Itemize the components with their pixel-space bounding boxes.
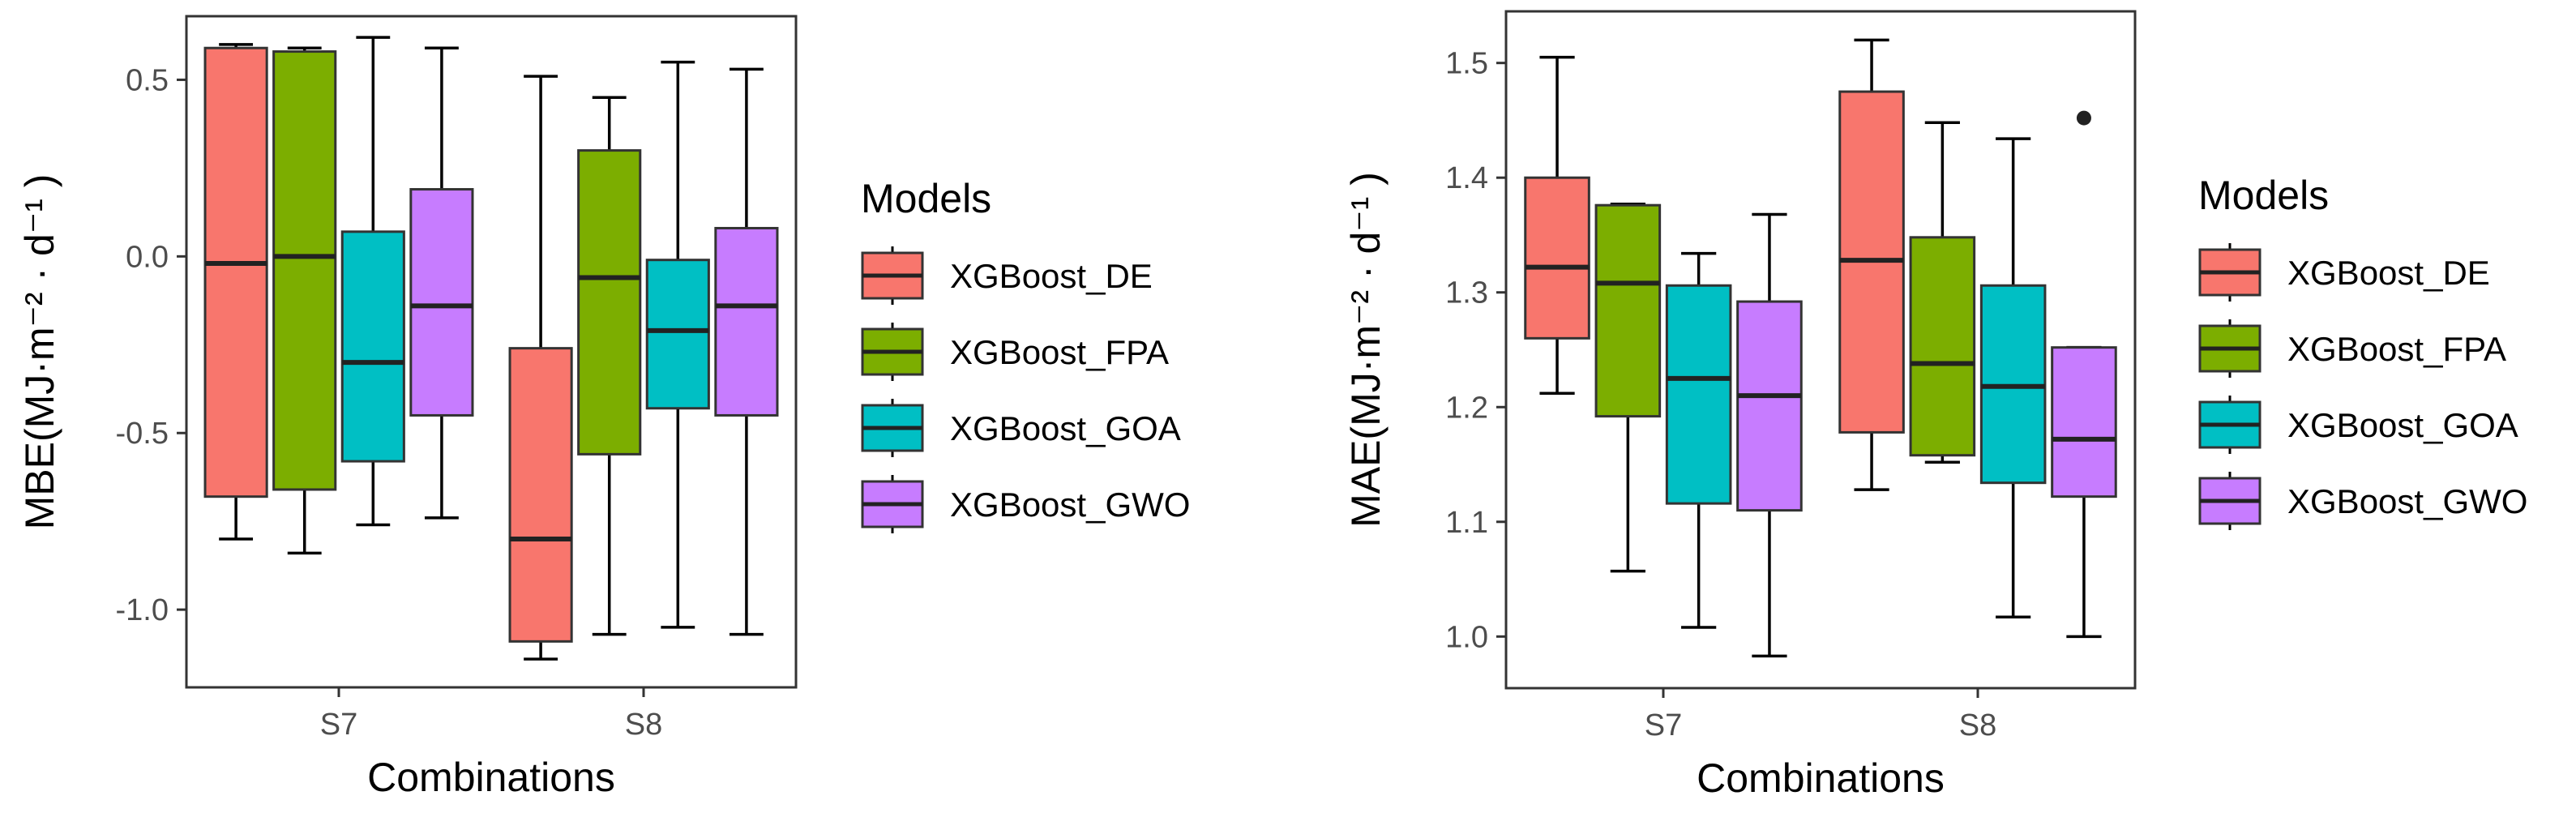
- iqr-box: [1524, 176, 1590, 340]
- y-tick-label: 1.1: [1445, 506, 1488, 540]
- y-tick-label: 1.4: [1445, 161, 1488, 195]
- panel-border: [185, 15, 798, 689]
- iqr-box: [409, 188, 474, 417]
- box-xgboost-de-s8: [508, 75, 573, 661]
- box-xgboost-de-s7: [203, 43, 268, 541]
- legend-title: Models: [861, 176, 991, 221]
- iqr-box: [340, 230, 405, 463]
- y-axis-title: MBE(MJ·m⁻² · d⁻¹ ): [17, 174, 62, 530]
- legend-item-xgboost-goa: XGBoost_GOA: [2198, 396, 2518, 454]
- legend-item-xgboost-de: XGBoost_DE: [861, 246, 1153, 305]
- box-xgboost-de-s8: [1838, 38, 1905, 491]
- y-tick-label: 1.2: [1445, 391, 1488, 425]
- x-tick-label: S8: [1959, 708, 1996, 742]
- box-xgboost-goa-s8: [1979, 137, 2047, 619]
- legend-item-xgboost-fpa: XGBoost_FPA: [2198, 319, 2506, 378]
- legend-item-xgboost-fpa: XGBoost_FPA: [861, 323, 1169, 381]
- x-axis-title: Combinations: [1697, 755, 1945, 801]
- iqr-box: [577, 149, 642, 456]
- box-xgboost-fpa-s8: [1909, 121, 1976, 464]
- box-xgboost-fpa-s7: [1594, 203, 1662, 573]
- y-tick-label: 1.0: [1445, 620, 1488, 654]
- box-xgboost-gwo-s7: [409, 46, 474, 520]
- box-xgboost-fpa-s7: [272, 46, 337, 555]
- y-tick-label: 0.0: [126, 240, 169, 274]
- legend-label: XGBoost_DE: [950, 257, 1153, 295]
- box-xgboost-fpa-s8: [577, 96, 642, 636]
- y-tick-label: -0.5: [116, 417, 169, 451]
- iqr-box: [508, 347, 573, 643]
- x-tick-label: S8: [625, 708, 662, 742]
- box-xgboost-goa-s7: [1665, 251, 1732, 629]
- iqr-box: [1665, 284, 1732, 505]
- iqr-box: [645, 259, 710, 410]
- x-tick-label: S7: [1645, 708, 1682, 742]
- iqr-box: [1594, 203, 1662, 418]
- legend-title: Models: [2198, 173, 2329, 218]
- legend-label: XGBoost_GOA: [950, 409, 1181, 447]
- iqr-box: [1736, 300, 1803, 512]
- iqr-box: [272, 50, 337, 491]
- box-xgboost-gwo-s8: [2051, 110, 2117, 639]
- mbe-boxplot-panel: 0.5 0.0 -0.5 -1.0 S7 S8 Combinations MBE(MJ·m⁻²…: [17, 15, 1190, 800]
- box-xgboost-goa-s7: [340, 36, 405, 527]
- iqr-box: [1909, 236, 1976, 457]
- y-tick-label: 1.3: [1445, 276, 1488, 310]
- legend-label: XGBoost_FPA: [2287, 330, 2506, 368]
- legend-label: XGBoost_GWO: [950, 486, 1190, 524]
- iqr-box: [2051, 346, 2117, 498]
- y-axis-title: MAE(MJ·m⁻² · d⁻¹ ): [1343, 172, 1389, 528]
- y-tick-label: 1.5: [1445, 47, 1488, 81]
- x-tick-label: S7: [320, 708, 357, 742]
- box-xgboost-gwo-s7: [1736, 212, 1803, 658]
- outlier-point: [2076, 110, 2091, 126]
- legend-label: XGBoost_GOA: [2287, 406, 2518, 444]
- legend-label: XGBoost_GWO: [2287, 482, 2527, 520]
- legend-item-xgboost-gwo: XGBoost_GWO: [2198, 472, 2527, 530]
- legend-label: XGBoost_DE: [2287, 254, 2490, 292]
- legend: Models XGBoost_DE XGBoost_FPA XGBoost_GOA XG…: [861, 176, 1190, 533]
- x-axis-title: Combinations: [367, 755, 615, 800]
- legend-item-xgboost-de: XGBoost_DE: [2198, 243, 2490, 302]
- legend: Models XGBoost_DE XGBoost_FPA XGBoost_GOA XG…: [2198, 173, 2527, 530]
- box-xgboost-gwo-s8: [714, 67, 779, 636]
- iqr-box: [714, 226, 779, 417]
- box-xgboost-goa-s8: [645, 60, 710, 629]
- mae-boxplot-panel: 1.5 1.4 1.3 1.2 1.1 1.0 S7 S8 Combinations MAE(MJ…: [1343, 10, 2527, 801]
- legend-item-xgboost-goa: XGBoost_GOA: [861, 399, 1181, 457]
- legend-item-xgboost-gwo: XGBoost_GWO: [861, 475, 1190, 533]
- box-xgboost-de-s7: [1524, 55, 1590, 396]
- y-tick-label: 0.5: [126, 63, 169, 97]
- iqr-box: [203, 46, 268, 498]
- y-tick-label: -1.0: [116, 593, 169, 627]
- panel-border: [1504, 10, 2137, 690]
- legend-label: XGBoost_FPA: [950, 333, 1169, 371]
